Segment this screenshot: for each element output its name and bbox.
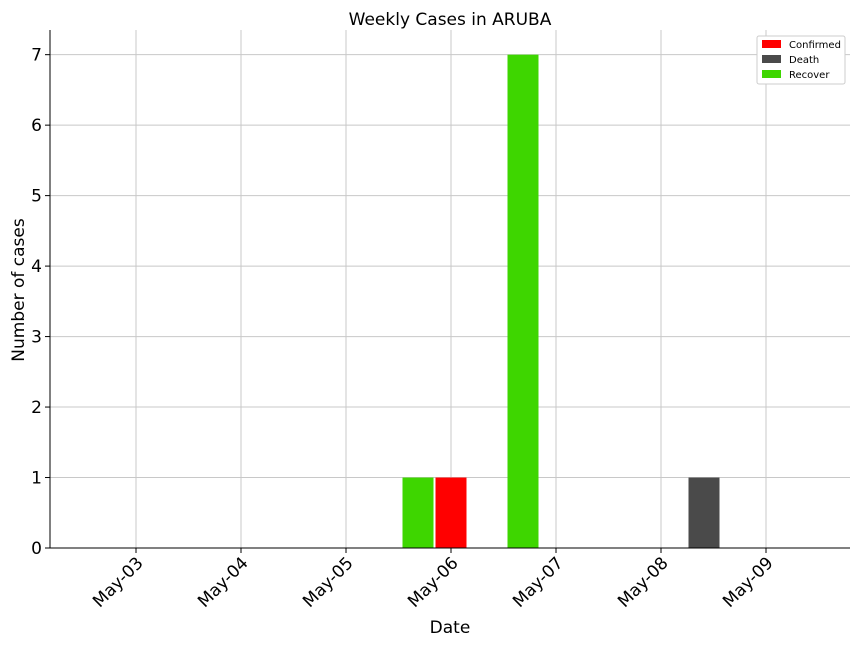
y-axis-title: Number of cases — [9, 218, 29, 362]
y-tick-label: 3 — [31, 328, 42, 348]
y-tick-label: 4 — [31, 257, 42, 277]
y-tick-label: 1 — [31, 469, 42, 489]
bars — [402, 54, 720, 549]
bar-death — [688, 477, 720, 548]
x-tick-label: May-04 — [194, 553, 252, 611]
x-tick-label: May-03 — [89, 553, 147, 611]
chart-title: Weekly Cases in ARUBA — [349, 10, 552, 30]
y-tick-label: 2 — [31, 398, 42, 418]
legend-swatch-confirmed — [762, 40, 781, 48]
y-tick-label: 7 — [31, 46, 42, 66]
axes — [49, 30, 850, 549]
y-tick-label: 0 — [31, 539, 42, 559]
x-tick-label: May-05 — [299, 553, 357, 611]
legend-label-recover: Recover — [789, 70, 830, 81]
legend-swatch-recover — [762, 70, 781, 78]
bar-recover — [507, 54, 539, 549]
legend: Confirmed Death Recover — [756, 35, 846, 85]
x-axis-title: Date — [430, 618, 471, 638]
legend-swatch-death — [762, 55, 781, 63]
y-tick-label: 6 — [31, 116, 42, 136]
x-tick-label: May-08 — [614, 553, 672, 611]
y-tick-label: 5 — [31, 187, 42, 207]
x-tick-label: May-09 — [719, 553, 777, 611]
legend-label-death: Death — [789, 55, 819, 66]
x-tick-label: May-07 — [509, 553, 567, 611]
grid — [50, 30, 850, 549]
legend-label-confirmed: Confirmed — [789, 40, 841, 51]
bar-confirmed — [435, 477, 467, 548]
bar-recover — [402, 477, 434, 548]
x-tick-label: May-06 — [404, 553, 462, 611]
